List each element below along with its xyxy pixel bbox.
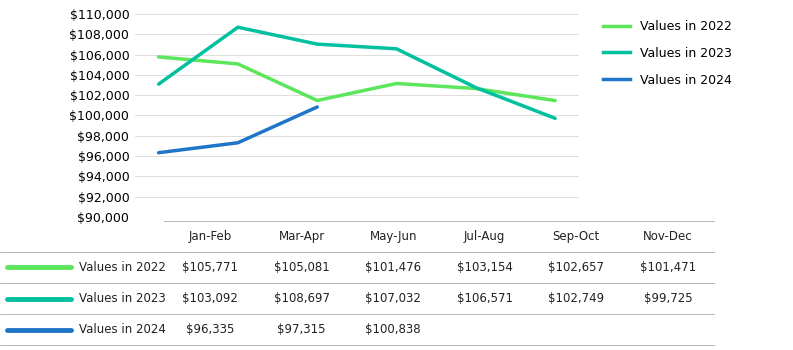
Line: Values in 2022: Values in 2022 bbox=[159, 57, 555, 100]
Text: $105,081: $105,081 bbox=[274, 261, 329, 274]
Values in 2022 bbox=[392, 82, 401, 86]
Values in 2024 bbox=[312, 105, 322, 109]
Text: $105,771: $105,771 bbox=[182, 261, 238, 274]
Text: $108,697: $108,697 bbox=[274, 292, 330, 305]
Values in 2022 bbox=[154, 55, 163, 59]
Text: Values in 2022: Values in 2022 bbox=[79, 261, 166, 274]
Text: $101,471: $101,471 bbox=[640, 261, 696, 274]
Text: $96,335: $96,335 bbox=[186, 323, 234, 336]
Text: $100,838: $100,838 bbox=[366, 323, 421, 336]
Values in 2022 bbox=[312, 98, 322, 103]
Values in 2023 bbox=[471, 85, 481, 90]
Values in 2024 bbox=[154, 150, 163, 155]
Values in 2023 bbox=[233, 25, 243, 29]
Text: May-Jun: May-Jun bbox=[370, 230, 417, 243]
Values in 2023 bbox=[312, 42, 322, 46]
Line: Values in 2023: Values in 2023 bbox=[159, 27, 555, 118]
Line: Values in 2024: Values in 2024 bbox=[159, 107, 317, 153]
Text: $102,657: $102,657 bbox=[548, 261, 604, 274]
Values in 2023 bbox=[550, 116, 560, 120]
Values in 2023 bbox=[392, 47, 401, 51]
Text: Values in 2023: Values in 2023 bbox=[79, 292, 165, 305]
Text: $97,315: $97,315 bbox=[278, 323, 326, 336]
Values in 2022 bbox=[471, 86, 481, 91]
Values in 2024 bbox=[233, 141, 243, 145]
Text: $99,725: $99,725 bbox=[644, 292, 692, 305]
Text: Values in 2024: Values in 2024 bbox=[79, 323, 166, 336]
Text: $106,571: $106,571 bbox=[457, 292, 513, 305]
Values in 2022 bbox=[233, 62, 243, 66]
Text: $107,032: $107,032 bbox=[366, 292, 421, 305]
Text: $103,092: $103,092 bbox=[182, 292, 238, 305]
Text: $102,749: $102,749 bbox=[548, 292, 604, 305]
Text: Jul-Aug: Jul-Aug bbox=[464, 230, 505, 243]
Legend: Values in 2022, Values in 2023, Values in 2024: Values in 2022, Values in 2023, Values i… bbox=[603, 20, 732, 87]
Text: $103,154: $103,154 bbox=[457, 261, 512, 274]
Text: $101,476: $101,476 bbox=[365, 261, 421, 274]
Text: Mar-Apr: Mar-Apr bbox=[278, 230, 324, 243]
Text: Nov-Dec: Nov-Dec bbox=[643, 230, 693, 243]
Text: Jan-Feb: Jan-Feb bbox=[188, 230, 232, 243]
Values in 2022 bbox=[550, 98, 560, 103]
Text: Sep-Oct: Sep-Oct bbox=[553, 230, 600, 243]
Values in 2023 bbox=[154, 82, 163, 86]
